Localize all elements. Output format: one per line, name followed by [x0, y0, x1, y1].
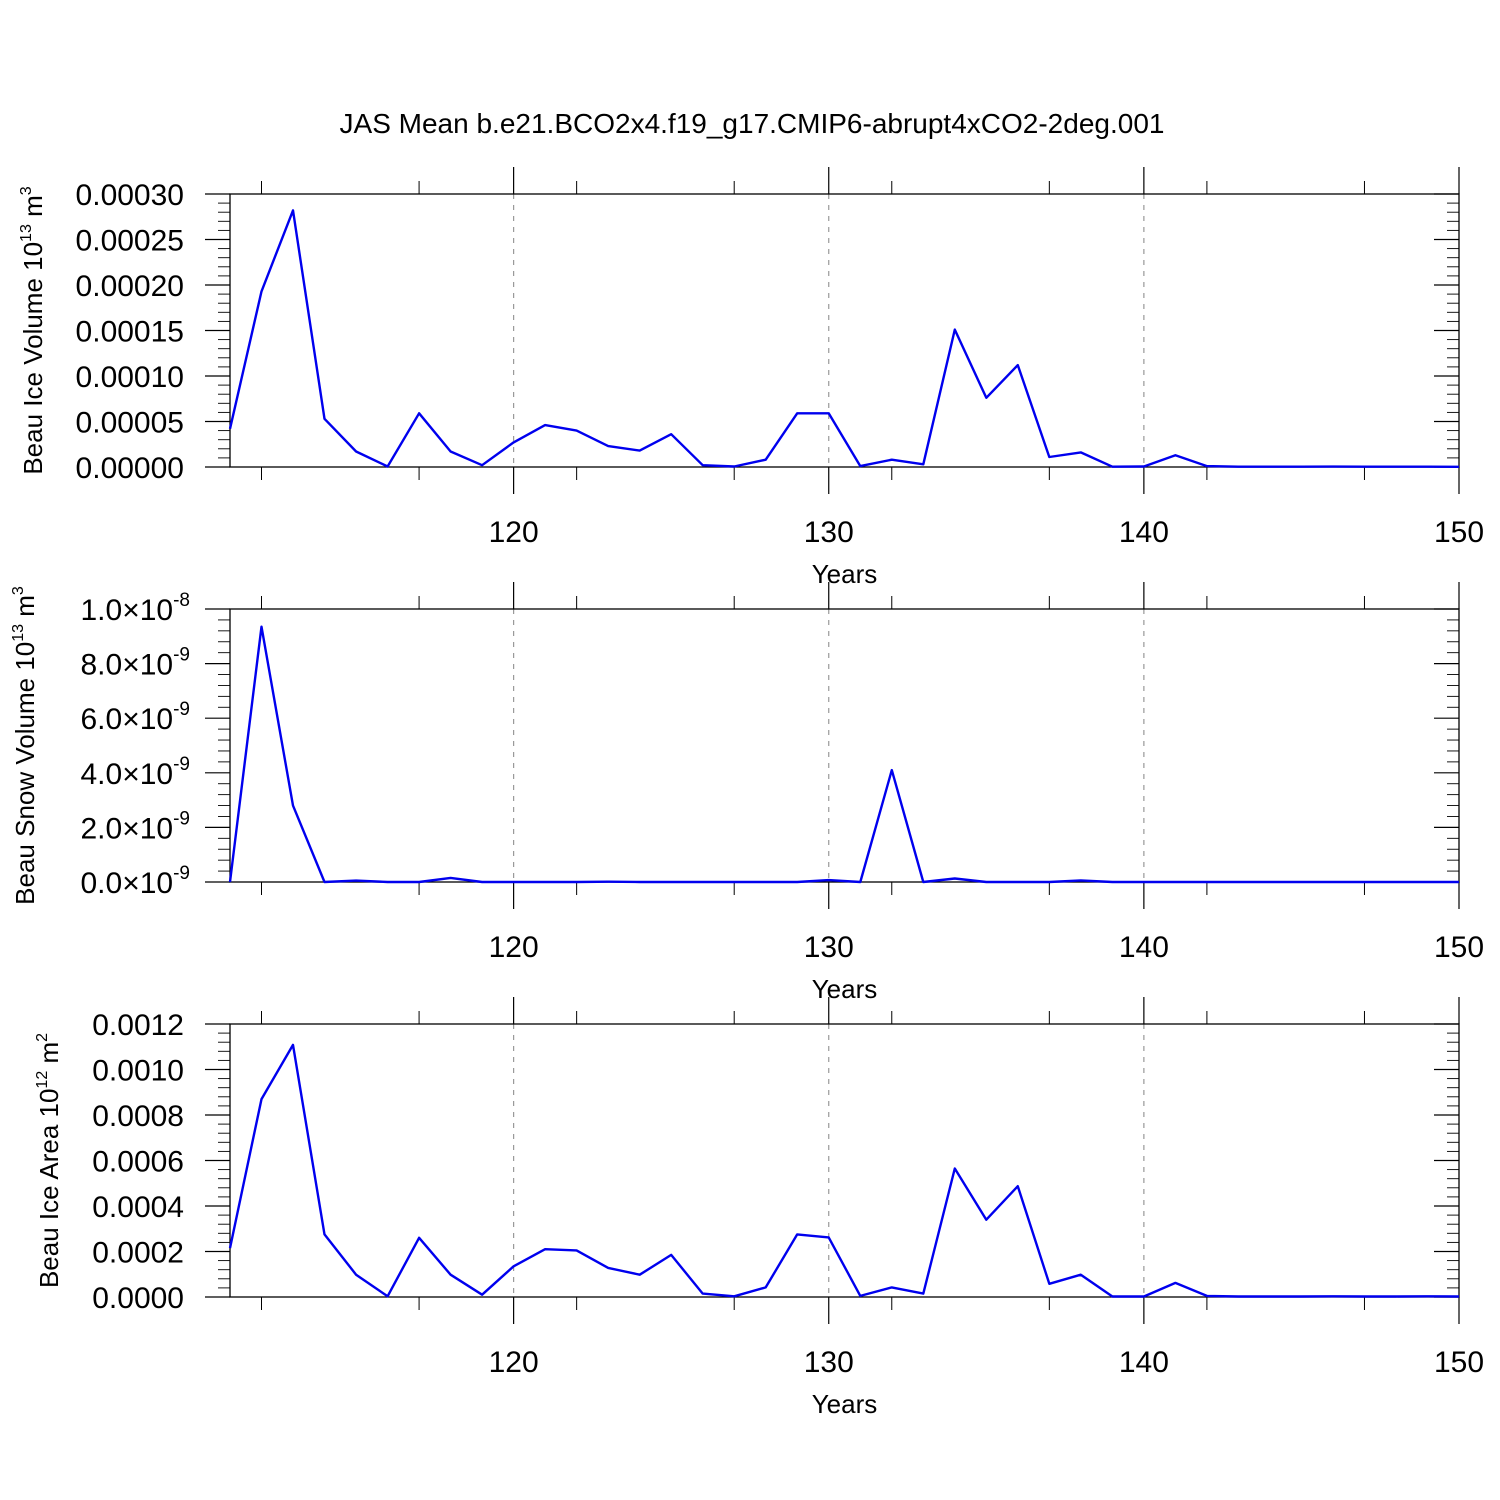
- x-axis-label: Years: [812, 559, 878, 589]
- y-tick-label: 0.0004: [92, 1191, 184, 1224]
- x-tick-label: 140: [1119, 516, 1169, 549]
- series-line: [228, 1043, 1460, 1298]
- x-tick-label: 120: [489, 931, 539, 964]
- y-tick-label: 0.0006: [92, 1146, 184, 1179]
- y-tick-label: 0.0012: [92, 1009, 184, 1042]
- x-tick-label: 150: [1434, 516, 1484, 549]
- y-tick-label: 8.0×10-9: [81, 645, 191, 682]
- panels: 120 130 140 150 Years 0.00000 0.00005 0.00010 0.…: [10, 167, 1484, 1419]
- x-axis-label: Years: [812, 974, 878, 1004]
- plot-frame: [229, 1023, 1460, 1298]
- x-axis-label: Years: [812, 1389, 878, 1419]
- y-tick-label: 0.00020: [76, 270, 184, 303]
- series-line: [228, 625, 1459, 884]
- panel-3: 120 130 140 150 Years 0.0000 0.0002 0.0004 0.000…: [34, 997, 1484, 1419]
- x-tick-label: 140: [1119, 1346, 1169, 1379]
- y-tick-label: 0.00025: [76, 225, 184, 258]
- series-line: [228, 209, 1460, 468]
- plot-frame: [229, 193, 1460, 468]
- y-tick-label: 0.00030: [76, 179, 184, 212]
- y-tick-label: 1.0×10-8: [81, 590, 191, 627]
- y-tick-label: 6.0×10-9: [81, 699, 191, 736]
- y-axis-label: Beau Snow Volume 1013 m3: [10, 586, 40, 905]
- y-tick-label: 2.0×10-9: [81, 808, 191, 845]
- y-tick-label: 0.0010: [92, 1055, 184, 1088]
- x-tick-label: 130: [804, 931, 854, 964]
- panel-2: 120 130 140 150 Years 0.0×10-9 2.0×10-9 4.0×10-…: [10, 582, 1484, 1004]
- x-tick-label: 150: [1434, 931, 1484, 964]
- y-tick-label: 0.0002: [92, 1237, 184, 1270]
- x-tick-label: 150: [1434, 1346, 1484, 1379]
- x-tick-label: 140: [1119, 931, 1169, 964]
- x-tick-label: 130: [804, 1346, 854, 1379]
- y-tick-label: 0.00015: [76, 316, 184, 349]
- y-tick-label: 0.0000: [92, 1282, 184, 1315]
- x-tick-label: 130: [804, 516, 854, 549]
- x-tick-label: 120: [489, 1346, 539, 1379]
- y-tick-label: 4.0×10-9: [81, 754, 191, 791]
- y-tick-label: 0.0008: [92, 1100, 184, 1133]
- panel-1: 120 130 140 150 Years 0.00000 0.00005 0.00010 0.…: [18, 167, 1484, 589]
- y-tick-label: 0.00000: [76, 452, 184, 485]
- chart-title: JAS Mean b.e21.BCO2x4.f19_g17.CMIP6-abru…: [340, 108, 1165, 139]
- y-tick-label: 0.00010: [76, 361, 184, 394]
- x-tick-label: 120: [489, 516, 539, 549]
- y-axis-label: Beau Ice Area 1012 m2: [34, 1033, 64, 1288]
- y-axis-label: Beau Ice Volume 1013 m3: [18, 186, 48, 474]
- y-tick-label: 0.00005: [76, 407, 184, 440]
- y-tick-label: 0.0×10-9: [81, 863, 191, 900]
- plot-frame: [229, 608, 1460, 883]
